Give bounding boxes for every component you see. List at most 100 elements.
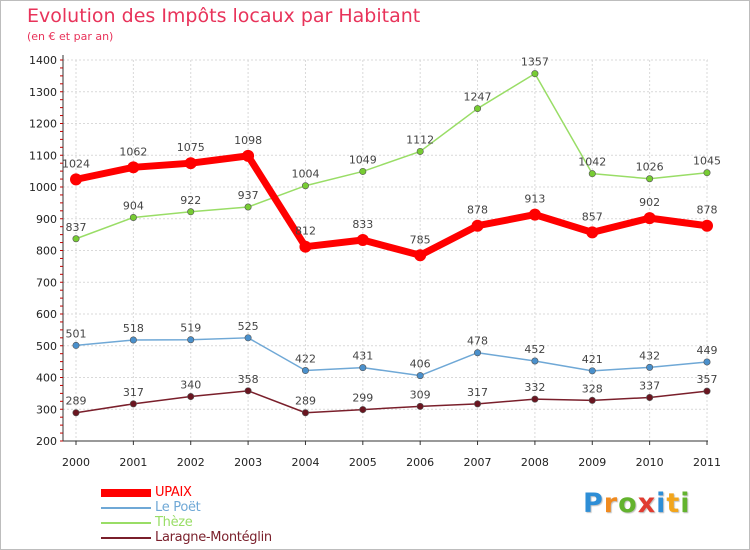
data-label-laragne-mont-glin: 357 <box>697 373 718 386</box>
data-label-le-po-t: 518 <box>123 322 144 335</box>
data-label-upaix: 833 <box>352 218 373 231</box>
y-tick-label: 200 <box>36 435 57 448</box>
x-tick-label: 2005 <box>349 456 377 469</box>
data-label-laragne-mont-glin: 289 <box>66 395 87 408</box>
data-point-th-ze <box>474 105 482 113</box>
x-tick-label: 2006 <box>406 456 434 469</box>
data-label-th-ze: 1045 <box>693 155 721 168</box>
data-point-upaix <box>242 149 255 162</box>
data-label-th-ze: 1049 <box>349 153 377 166</box>
data-label-upaix: 902 <box>639 196 660 209</box>
data-point-le-po-t <box>359 364 367 372</box>
data-point-upaix <box>299 240 312 253</box>
legend-swatch <box>101 506 151 509</box>
data-point-le-po-t <box>703 358 711 366</box>
data-point-laragne-mont-glin <box>359 406 367 414</box>
data-point-laragne-mont-glin <box>474 400 482 408</box>
x-tick-label: 2004 <box>291 456 319 469</box>
data-label-laragne-mont-glin: 328 <box>582 382 603 395</box>
legend-item-le-po-t: Le Poët <box>101 500 272 515</box>
data-label-upaix: 878 <box>697 204 718 217</box>
y-tick-label: 1400 <box>29 54 57 67</box>
legend-item-th-ze: Thèze <box>101 515 272 530</box>
data-point-upaix <box>184 157 197 170</box>
data-point-upaix <box>70 173 82 186</box>
legend: UPAIX Le Poët Thèze Laragne-Montéglin <box>101 485 272 545</box>
x-tick-label: 2000 <box>62 456 90 469</box>
data-label-laragne-mont-glin: 332 <box>524 381 545 394</box>
y-tick-label: 900 <box>36 213 57 226</box>
x-tick-label: 2008 <box>521 456 549 469</box>
data-point-upaix <box>528 208 541 221</box>
legend-label: Laragne-Montéglin <box>155 530 272 545</box>
data-label-le-po-t: 478 <box>467 335 488 348</box>
data-label-upaix: 1075 <box>177 141 205 154</box>
data-label-laragne-mont-glin: 337 <box>639 380 660 393</box>
data-label-th-ze: 1112 <box>406 133 434 146</box>
data-point-le-po-t <box>474 349 482 357</box>
chart-subtitle: (en € et par an) <box>27 30 114 43</box>
data-point-le-po-t <box>531 357 539 365</box>
data-label-upaix: 1098 <box>234 134 262 147</box>
x-tick-label: 2010 <box>636 456 664 469</box>
data-label-laragne-mont-glin: 340 <box>180 379 201 392</box>
legend-label: Le Poët <box>155 500 201 515</box>
y-tick-label: 1200 <box>29 118 57 131</box>
series-line-laragne-mont-glin <box>75 390 708 414</box>
data-point-th-ze <box>416 147 424 155</box>
data-point-th-ze <box>244 203 252 211</box>
data-point-th-ze <box>187 208 195 216</box>
data-label-th-ze: 1042 <box>578 156 606 169</box>
data-label-laragne-mont-glin: 317 <box>467 386 488 399</box>
data-label-le-po-t: 422 <box>295 353 316 366</box>
data-point-upaix <box>471 219 484 232</box>
series-line-upaix <box>72 152 711 259</box>
legend-label: Thèze <box>155 515 193 530</box>
data-point-le-po-t <box>416 372 424 380</box>
data-label-le-po-t: 406 <box>410 358 431 371</box>
data-label-th-ze: 837 <box>66 221 87 234</box>
y-tick-label: 1300 <box>29 86 57 99</box>
data-point-laragne-mont-glin <box>646 394 654 402</box>
series-line-le-po-t <box>75 337 708 377</box>
data-point-upaix <box>414 249 427 262</box>
data-point-upaix <box>127 161 140 174</box>
y-tick-label: 1100 <box>29 149 57 162</box>
data-label-upaix: 857 <box>582 210 603 223</box>
data-label-laragne-mont-glin: 309 <box>410 388 431 401</box>
data-label-laragne-mont-glin: 358 <box>238 373 259 386</box>
data-point-le-po-t <box>244 334 252 342</box>
data-point-th-ze <box>531 70 539 78</box>
data-point-th-ze <box>703 169 711 177</box>
legend-label: UPAIX <box>155 485 192 500</box>
data-label-le-po-t: 519 <box>180 322 201 335</box>
data-point-th-ze <box>72 235 80 243</box>
y-tick-label: 600 <box>36 308 57 321</box>
data-point-upaix <box>643 212 656 225</box>
legend-swatch <box>101 488 151 497</box>
data-label-le-po-t: 431 <box>352 350 373 363</box>
data-point-laragne-mont-glin <box>416 402 424 410</box>
data-point-th-ze <box>646 175 654 183</box>
data-label-le-po-t: 421 <box>582 353 603 366</box>
y-tick-label: 1000 <box>29 181 57 194</box>
data-point-laragne-mont-glin <box>301 409 309 417</box>
data-point-th-ze <box>359 167 367 175</box>
legend-swatch <box>101 536 151 539</box>
data-label-laragne-mont-glin: 289 <box>295 395 316 408</box>
data-point-th-ze <box>301 182 309 190</box>
data-point-laragne-mont-glin <box>588 396 596 404</box>
data-point-laragne-mont-glin <box>531 395 539 403</box>
data-label-le-po-t: 449 <box>697 344 718 357</box>
x-tick-label: 2001 <box>119 456 147 469</box>
data-point-laragne-mont-glin <box>129 400 137 408</box>
data-label-th-ze: 1026 <box>636 161 664 174</box>
data-label-th-ze: 937 <box>238 189 259 202</box>
legend-item-laragne-mont-glin: Laragne-Montéglin <box>101 530 272 545</box>
x-tick-label: 2002 <box>177 456 205 469</box>
proxiti-logo: Proxiti <box>583 488 691 519</box>
legend-item-upaix: UPAIX <box>101 485 272 500</box>
data-point-th-ze <box>129 213 137 221</box>
